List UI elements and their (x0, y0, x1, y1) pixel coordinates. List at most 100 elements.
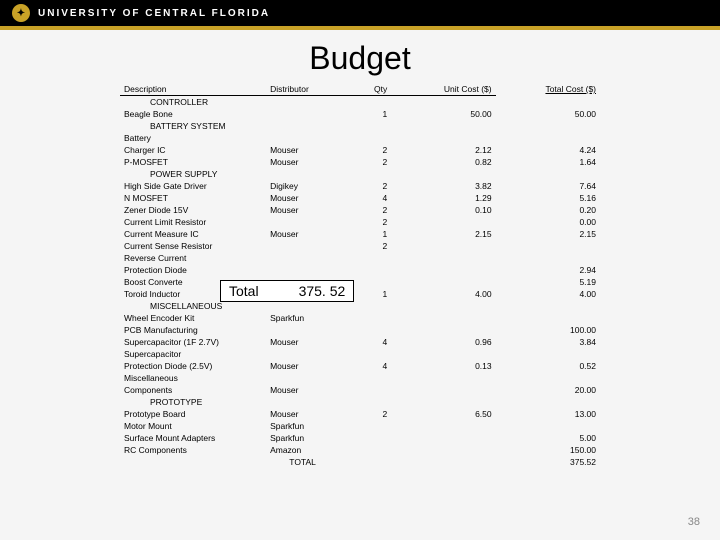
table-row: P-MOSFETMouser20.821.64 (120, 156, 600, 168)
header-bar: ✦ UNIVERSITY OF CENTRAL FLORIDA (0, 0, 720, 30)
cell-unit (391, 264, 495, 276)
cell-total: 100.00 (496, 324, 600, 336)
col-unit-cost: Unit Cost ($) (391, 83, 495, 96)
cell-total: 150.00 (496, 444, 600, 456)
cell-qty (339, 372, 391, 384)
cell-unit: 3.82 (391, 180, 495, 192)
cell-unit: 4.00 (391, 288, 495, 300)
table-row: Prototype BoardMouser26.5013.00 (120, 408, 600, 420)
cell-unit: 0.13 (391, 360, 495, 372)
cell-desc: Protection Diode (120, 264, 266, 276)
cell-qty: 2 (339, 408, 391, 420)
cell-dist (266, 108, 339, 120)
cell-unit (391, 132, 495, 144)
total-callout-box: Total 375. 52 (220, 280, 354, 302)
cell-unit: 0.10 (391, 204, 495, 216)
cell-unit: 2.12 (391, 144, 495, 156)
cell-unit (391, 456, 495, 468)
cell-total: 50.00 (496, 108, 600, 120)
cell-qty (339, 432, 391, 444)
cell-desc: Prototype Board (120, 408, 266, 420)
cell-unit (391, 324, 495, 336)
cell-desc: Components (120, 384, 266, 396)
cell-total: 2.94 (496, 264, 600, 276)
table-row: Wheel Encoder KitSparkfun (120, 312, 600, 324)
cell-total: 0.00 (496, 216, 600, 228)
cell-unit (391, 384, 495, 396)
table-row: PCB Manufacturing100.00 (120, 324, 600, 336)
section-header: CONTROLLER (120, 96, 600, 109)
col-qty: Qty (339, 83, 391, 96)
table-row: Reverse Current (120, 252, 600, 264)
total-label: Total (229, 283, 259, 299)
cell-dist: TOTAL (266, 456, 339, 468)
table-row: PROTOTYPE (120, 396, 600, 408)
cell-unit (391, 420, 495, 432)
table-body: CONTROLLERBeagle Bone150.0050.00BATTERY … (120, 96, 600, 469)
table-row: Boost Converte5.19 (120, 276, 600, 288)
cell-desc: Wheel Encoder Kit (120, 312, 266, 324)
table-row: High Side Gate DriverDigikey23.827.64 (120, 180, 600, 192)
table-header-row: Description Distributor Qty Unit Cost ($… (120, 83, 600, 96)
cell-desc: Current Sense Resistor (120, 240, 266, 252)
slide-number: 38 (688, 516, 700, 528)
col-total-cost: Total Cost ($) (496, 83, 600, 96)
cell-desc: Zener Diode 15V (120, 204, 266, 216)
table-row: BATTERY SYSTEM (120, 120, 600, 132)
cell-qty (339, 348, 391, 360)
cell-qty (339, 420, 391, 432)
cell-unit (391, 312, 495, 324)
cell-dist: Sparkfun (266, 420, 339, 432)
cell-dist: Mouser (266, 156, 339, 168)
cell-qty: 4 (339, 360, 391, 372)
cell-desc: N MOSFET (120, 192, 266, 204)
table-row: Miscellaneous (120, 372, 600, 384)
table-row: Motor MountSparkfun (120, 420, 600, 432)
cell-total: 0.20 (496, 204, 600, 216)
table-row: Protection Diode 2.94 (120, 264, 600, 276)
cell-desc: Miscellaneous (120, 372, 266, 384)
cell-qty (339, 324, 391, 336)
cell-qty: 2 (339, 144, 391, 156)
cell-total (496, 132, 600, 144)
cell-total: 5.19 (496, 276, 600, 288)
cell-dist (266, 216, 339, 228)
cell-total (496, 312, 600, 324)
cell-total: 3.84 (496, 336, 600, 348)
cell-desc: Supercapacitor (120, 348, 266, 360)
table-row: Charger ICMouser22.124.24 (120, 144, 600, 156)
table-row: Surface Mount AdaptersSparkfun5.00 (120, 432, 600, 444)
cell-total: 4.00 (496, 288, 600, 300)
cell-desc: Motor Mount (120, 420, 266, 432)
cell-dist (266, 324, 339, 336)
cell-qty (339, 456, 391, 468)
cell-qty: 2 (339, 156, 391, 168)
section-header: PROTOTYPE (120, 396, 600, 408)
cell-unit (391, 216, 495, 228)
cell-total (496, 252, 600, 264)
cell-total: 5.16 (496, 192, 600, 204)
university-name: UNIVERSITY OF CENTRAL FLORIDA (38, 8, 270, 19)
cell-unit: 2.15 (391, 228, 495, 240)
budget-table-container: Description Distributor Qty Unit Cost ($… (120, 83, 600, 468)
cell-total: 4.24 (496, 144, 600, 156)
cell-unit: 50.00 (391, 108, 495, 120)
table-row: Protection Diode (2.5V)Mouser40.130.52 (120, 360, 600, 372)
cell-dist: Digikey (266, 180, 339, 192)
cell-qty: 1 (339, 108, 391, 120)
cell-unit (391, 444, 495, 456)
table-row: Supercapacitor (1F 2.7V)Mouser40.963.84 (120, 336, 600, 348)
cell-unit (391, 372, 495, 384)
cell-qty (339, 444, 391, 456)
cell-dist: Mouser (266, 144, 339, 156)
cell-qty: 4 (339, 336, 391, 348)
cell-qty (339, 264, 391, 276)
cell-dist: Mouser (266, 192, 339, 204)
table-row: POWER SUPPLY (120, 168, 600, 180)
cell-qty: 2 (339, 180, 391, 192)
cell-desc: RC Components (120, 444, 266, 456)
cell-desc: Protection Diode (2.5V) (120, 360, 266, 372)
table-row: TOTAL375.52 (120, 456, 600, 468)
budget-table: Description Distributor Qty Unit Cost ($… (120, 83, 600, 468)
cell-qty (339, 384, 391, 396)
